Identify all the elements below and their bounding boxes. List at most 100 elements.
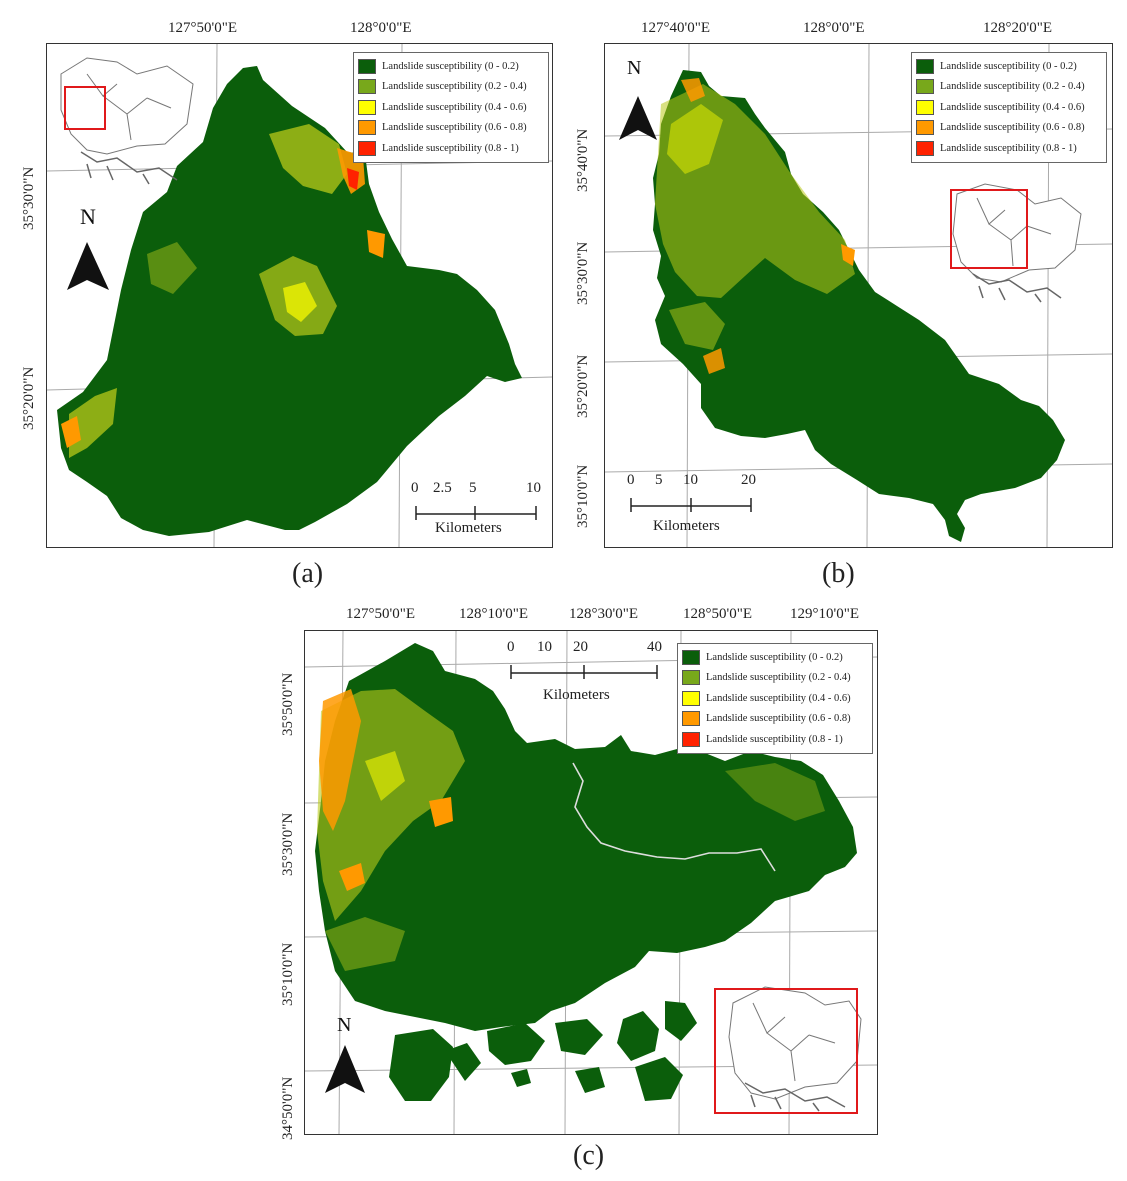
legend-label-0: Landslide susceptibility (0 - 0.2): [940, 60, 1077, 72]
legend-row-0: Landslide susceptibility (0 - 0.2): [358, 56, 544, 77]
legend-label-4: Landslide susceptibility (0.8 - 1): [382, 142, 519, 154]
boundary-river-c: [572, 762, 776, 872]
lat-tick-a-2: 35°20'0"N: [21, 366, 37, 430]
legend-label-3: Landslide susceptibility (0.6 - 0.8): [940, 122, 1085, 134]
north-arrow-a: [67, 242, 109, 290]
islands-c: [389, 1001, 697, 1101]
legend-swatch-0: [358, 58, 376, 74]
scale-label-b-3: 20: [741, 472, 756, 488]
lat-tick-c-2: 35°30'0"N: [280, 812, 296, 876]
lon-tick-c-5: 129°10'0"E: [790, 606, 859, 622]
inset-highlight-a: [64, 86, 106, 130]
scale-units-c: Kilometers: [543, 687, 610, 703]
map-canvas-b: N: [605, 44, 1112, 547]
legend-row-4: Landslide susceptibility (0.8 - 1): [916, 138, 1102, 159]
scale-label-c-2: 20: [573, 639, 588, 655]
lon-tick-c-3: 128°30'0"E: [569, 606, 638, 622]
lon-tick-c-2: 128°10'0"E: [459, 606, 528, 622]
legend-row-0: Landslide susceptibility (0 - 0.2): [682, 647, 868, 668]
legend-row-4: Landslide susceptibility (0.8 - 1): [358, 138, 544, 159]
lat-tick-a-1: 35°30'0"N: [21, 166, 37, 230]
lon-tick-b-3: 128°20'0"E: [983, 20, 1052, 36]
north-arrow-b: [619, 96, 657, 140]
scale-label-b-1: 5: [655, 472, 663, 488]
scale-units-b: Kilometers: [653, 518, 720, 534]
north-label-b: N: [627, 57, 641, 79]
legend-swatch-2: [358, 99, 376, 115]
legend-label-3: Landslide susceptibility (0.6 - 0.8): [706, 713, 851, 725]
susceptibility-high-b: [655, 78, 855, 374]
legend-c: Landslide susceptibility (0 - 0.2) Lands…: [677, 643, 873, 754]
scale-label-a-1: 2.5: [433, 480, 452, 496]
north-label-c: N: [337, 1014, 351, 1036]
lon-tick-a-2: 128°0'0"E: [350, 20, 412, 36]
lon-tick-c-4: 128°50'0"E: [683, 606, 752, 622]
legend-row-0: Landslide susceptibility (0 - 0.2): [916, 56, 1102, 77]
scale-label-a-0: 0: [411, 480, 419, 496]
scale-label-a-2: 5: [469, 480, 477, 496]
lat-tick-c-4: 34°50'0"N: [280, 1076, 296, 1140]
legend-swatch-4: [916, 140, 934, 156]
legend-row-4: Landslide susceptibility (0.8 - 1): [682, 729, 868, 750]
scale-label-c-0: 0: [507, 639, 515, 655]
legend-label-4: Landslide susceptibility (0.8 - 1): [706, 733, 843, 745]
legend-row-2: Landslide susceptibility (0.4 - 0.6): [916, 97, 1102, 118]
legend-swatch-3: [916, 120, 934, 136]
legend-row-1: Landslide susceptibility (0.2 - 0.4): [916, 77, 1102, 98]
legend-swatch-4: [358, 140, 376, 156]
legend-label-2: Landslide susceptibility (0.4 - 0.6): [706, 692, 851, 704]
scale-label-c-1: 10: [537, 639, 552, 655]
inset-locator-c: [714, 986, 862, 1114]
lat-tick-c-1: 35°50'0"N: [280, 672, 296, 736]
legend-b: Landslide susceptibility (0 - 0.2) Lands…: [911, 52, 1107, 163]
inset-highlight-c: [714, 988, 858, 1114]
inset-highlight-b: [950, 189, 1028, 269]
lon-tick-b-2: 128°0'0"E: [803, 20, 865, 36]
scale-label-a-3: 10: [526, 480, 541, 496]
scale-bar-a: 0 2.5 5 10 Kilometers: [411, 480, 541, 540]
map-canvas-a: N: [47, 44, 552, 547]
legend-swatch-3: [682, 711, 700, 727]
legend-swatch-0: [682, 649, 700, 665]
legend-row-2: Landslide susceptibility (0.4 - 0.6): [358, 97, 544, 118]
legend-swatch-1: [916, 79, 934, 95]
map-panel-a: N Landslide susceptibility (0 - 0.2) Lan…: [46, 43, 553, 548]
legend-row-1: Landslide susceptibility (0.2 - 0.4): [358, 77, 544, 98]
legend-row-3: Landslide susceptibility (0.6 - 0.8): [358, 118, 544, 139]
legend-row-1: Landslide susceptibility (0.2 - 0.4): [682, 668, 868, 689]
legend-row-3: Landslide susceptibility (0.6 - 0.8): [682, 709, 868, 730]
scale-label-b-2: 10: [683, 472, 698, 488]
legend-label-1: Landslide susceptibility (0.2 - 0.4): [382, 81, 527, 93]
legend-a: Landslide susceptibility (0 - 0.2) Lands…: [353, 52, 549, 163]
legend-label-3: Landslide susceptibility (0.6 - 0.8): [382, 122, 527, 134]
legend-row-2: Landslide susceptibility (0.4 - 0.6): [682, 688, 868, 709]
legend-label-4: Landslide susceptibility (0.8 - 1): [940, 142, 1077, 154]
legend-label-1: Landslide susceptibility (0.2 - 0.4): [706, 672, 851, 684]
legend-swatch-1: [358, 79, 376, 95]
north-arrow-c: [325, 1045, 365, 1093]
legend-swatch-1: [682, 670, 700, 686]
legend-label-0: Landslide susceptibility (0 - 0.2): [382, 60, 519, 72]
map-panel-c: N Landslide susceptibility (0 - 0.2) Lan…: [304, 630, 878, 1135]
north-label-a: N: [80, 204, 96, 229]
lat-tick-b-4: 35°10'0"N: [575, 464, 591, 528]
lon-tick-c-1: 127°50'0"E: [346, 606, 415, 622]
caption-c: (c): [573, 1140, 605, 1171]
susceptibility-high-c: [317, 689, 825, 971]
lon-tick-b-1: 127°40'0"E: [641, 20, 710, 36]
lat-tick-b-2: 35°30'0"N: [575, 241, 591, 305]
legend-swatch-0: [916, 58, 934, 74]
legend-swatch-3: [358, 120, 376, 136]
caption-a: (a): [292, 558, 324, 589]
scale-label-c-3: 40: [647, 639, 662, 655]
legend-row-3: Landslide susceptibility (0.6 - 0.8): [916, 118, 1102, 139]
legend-swatch-4: [682, 731, 700, 747]
lat-tick-b-1: 35°40'0"N: [575, 128, 591, 192]
susceptibility-high-a: [61, 124, 385, 458]
lon-tick-a-1: 127°50'0"E: [168, 20, 237, 36]
inset-locator-b: [950, 183, 1082, 303]
legend-label-2: Landslide susceptibility (0.4 - 0.6): [940, 101, 1085, 113]
lat-tick-b-3: 35°20'0"N: [575, 354, 591, 418]
scale-bar-b: 0 5 10 20 Kilometers: [625, 472, 765, 538]
caption-b: (b): [822, 558, 855, 589]
